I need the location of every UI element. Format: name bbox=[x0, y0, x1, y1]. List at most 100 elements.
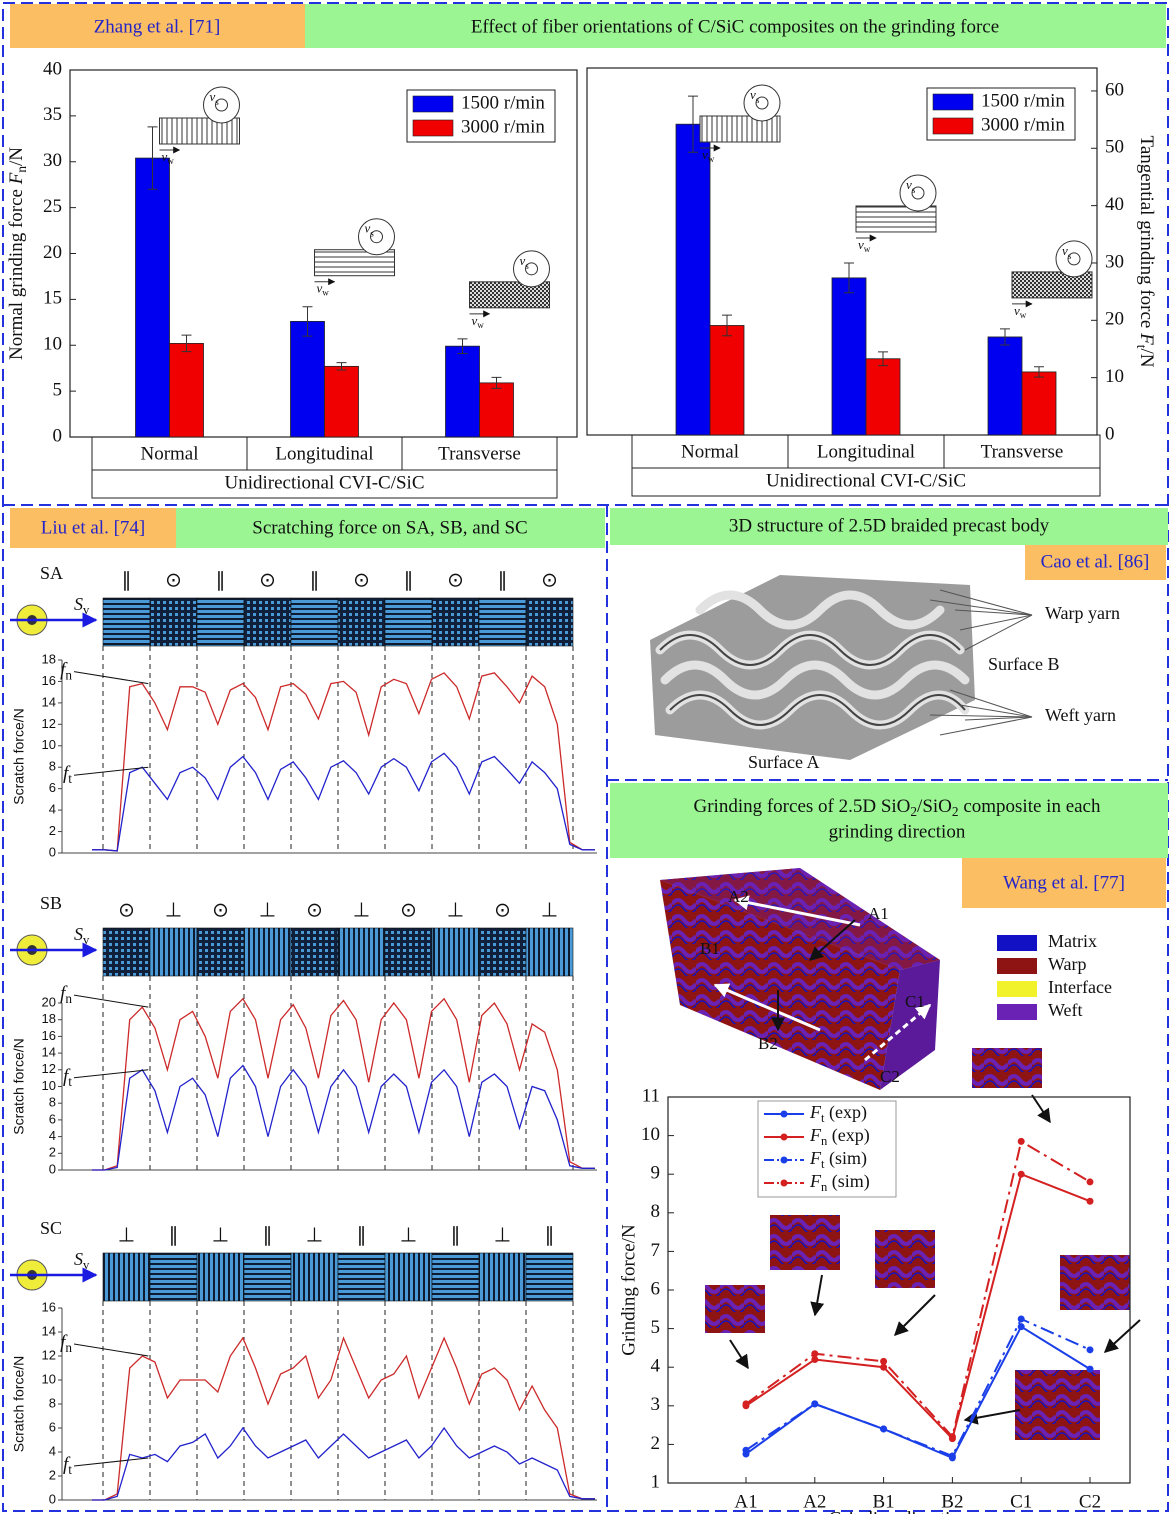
fiber-segment bbox=[338, 598, 385, 646]
legend-marker bbox=[781, 1157, 788, 1164]
inset-label-part: w bbox=[167, 156, 174, 166]
y-tick-label: 8 bbox=[49, 1095, 56, 1110]
y-axis-label: Grinding force/N bbox=[618, 1224, 639, 1356]
y-tick-label: 40 bbox=[43, 58, 62, 79]
orientation-label: ∥ bbox=[310, 570, 320, 592]
fiber-segment bbox=[432, 598, 479, 646]
legend-marker bbox=[781, 1134, 788, 1141]
y-tick-label: 4 bbox=[49, 1128, 56, 1143]
fiber-segment bbox=[103, 928, 150, 976]
inset-label: vw bbox=[858, 237, 871, 254]
orientation-label: ∥ bbox=[451, 1225, 461, 1247]
title-part: 2 bbox=[952, 804, 959, 819]
legend-label: Fn (exp) bbox=[809, 1125, 870, 1148]
fiber-segment bbox=[338, 928, 385, 976]
panel-title: grinding direction bbox=[829, 821, 966, 842]
inset-label-part: s bbox=[912, 185, 916, 195]
y-tick-label: 2 bbox=[49, 1145, 56, 1160]
panel-title: Scratching force on SA, SB, and SC bbox=[252, 517, 527, 538]
series-label: fn bbox=[60, 984, 72, 1007]
group-label: Unidirectional CVI-C/SiC bbox=[224, 472, 424, 493]
y-tick-label: 5 bbox=[53, 379, 63, 400]
series-label-part: n bbox=[65, 1340, 72, 1355]
orientation-label: ∥ bbox=[216, 570, 226, 592]
y-tick-label: 35 bbox=[43, 104, 62, 125]
fiber-segment bbox=[432, 1253, 479, 1301]
y-tick-label: 60 bbox=[1105, 79, 1124, 100]
series-leader bbox=[74, 672, 148, 684]
source: Wang et al. [77] bbox=[1003, 872, 1125, 893]
direction-label: C1 bbox=[905, 992, 925, 1011]
y-tick-label: 8 bbox=[49, 759, 56, 774]
force-line bbox=[92, 1428, 595, 1500]
point bbox=[880, 1358, 887, 1365]
y-tick-label: 7 bbox=[651, 1240, 661, 1261]
direction-label: B2 bbox=[758, 1034, 778, 1053]
force-line bbox=[92, 673, 595, 851]
y-tick-label: 10 bbox=[1105, 366, 1124, 387]
y-tick-label: 0 bbox=[1105, 423, 1115, 444]
orientation-label: ∥ bbox=[357, 1225, 367, 1247]
orientation-label: ⊥ bbox=[118, 1225, 135, 1247]
y-tick-label: 30 bbox=[43, 150, 62, 171]
fiber-segment bbox=[244, 598, 291, 646]
structure-label: Warp yarn bbox=[1045, 603, 1120, 623]
orientation-label: ⊥ bbox=[259, 900, 276, 922]
x-tick-label: C2 bbox=[1079, 1491, 1101, 1512]
legend-marker bbox=[781, 1180, 788, 1187]
fiber-segment bbox=[197, 1253, 244, 1301]
legend-label: Matrix bbox=[1048, 931, 1097, 951]
series-label: ft bbox=[63, 764, 72, 787]
orientation-label: ⊥ bbox=[494, 1225, 511, 1247]
fiber-segment bbox=[385, 598, 432, 646]
orientation-label: ⊥ bbox=[353, 900, 370, 922]
y-axis-label-part: Normal grinding force bbox=[6, 184, 27, 360]
fiber-segment bbox=[291, 928, 338, 976]
fiber-segment bbox=[479, 928, 526, 976]
y-tick-label: 9 bbox=[651, 1163, 661, 1184]
orientation-label: ⊙ bbox=[541, 570, 558, 592]
orientation-label: ⊙ bbox=[353, 570, 370, 592]
legend-swatch bbox=[997, 935, 1037, 951]
y-tick-label: 6 bbox=[49, 780, 56, 795]
series-label-part: n bbox=[65, 668, 72, 683]
y-tick-label: 5 bbox=[651, 1317, 661, 1338]
series-label-part: n bbox=[65, 991, 72, 1006]
y-tick-label: 15 bbox=[43, 288, 62, 309]
y-tick-label: 0 bbox=[53, 425, 63, 446]
force-line bbox=[92, 1338, 595, 1500]
point bbox=[1018, 1138, 1025, 1145]
x-tick-label: A2 bbox=[803, 1491, 826, 1512]
bar bbox=[1022, 372, 1056, 435]
direction-label: A1 bbox=[868, 904, 889, 923]
direction-label: C2 bbox=[880, 1067, 900, 1086]
y-tick-label: 16 bbox=[42, 1299, 56, 1314]
legend-label: 1500 r/min bbox=[461, 92, 545, 113]
y-axis-label: Scratch force/N bbox=[11, 1356, 27, 1452]
point bbox=[880, 1425, 887, 1432]
y-tick-label: 14 bbox=[42, 694, 56, 709]
bar bbox=[446, 346, 480, 437]
material-legend: MatrixWarpInterfaceWeft bbox=[997, 931, 1112, 1020]
series-leader bbox=[74, 995, 148, 1007]
title-part: Grinding forces of 2.5D SiO bbox=[694, 796, 911, 817]
speed-label-part: v bbox=[83, 1258, 90, 1272]
sample-label: SA bbox=[40, 563, 63, 583]
y-axis-label-part: F bbox=[1136, 332, 1157, 345]
y-tick-label: 20 bbox=[42, 994, 56, 1009]
legend-label: 1500 r/min bbox=[981, 90, 1065, 111]
series-label-part: t bbox=[68, 1074, 72, 1089]
inset-label-part: w bbox=[477, 320, 484, 330]
title-part: 2 bbox=[910, 804, 917, 819]
y-tick-label: 16 bbox=[42, 673, 56, 688]
bar bbox=[291, 321, 325, 437]
x-tick-label: Normal bbox=[681, 441, 739, 462]
fiber-segment bbox=[479, 1253, 526, 1301]
y-tick-label: 50 bbox=[1105, 137, 1124, 158]
series-label: ft bbox=[63, 1066, 72, 1089]
speed-label-part: S bbox=[74, 1249, 83, 1269]
x-tick-label: C1 bbox=[1010, 1491, 1032, 1512]
inset-label-part: s bbox=[215, 97, 219, 107]
